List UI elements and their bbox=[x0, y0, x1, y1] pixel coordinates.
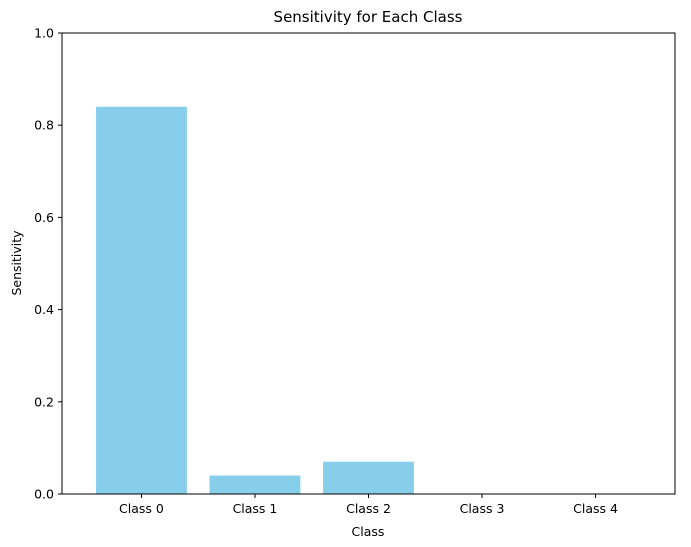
bars-group bbox=[96, 106, 414, 494]
bar-class-2 bbox=[323, 461, 414, 494]
bar-class-0 bbox=[96, 106, 187, 494]
x-tick-label: Class 3 bbox=[460, 501, 505, 516]
x-axis-label: Class bbox=[352, 524, 385, 539]
bar-class-1 bbox=[209, 475, 301, 494]
y-tick-label: 0.6 bbox=[34, 210, 54, 225]
x-axis: Class 0 Class 1 Class 2 Class 3 Class 4 bbox=[119, 494, 618, 516]
chart-title: Sensitivity for Each Class bbox=[274, 8, 463, 26]
y-tick-label: 0.0 bbox=[34, 487, 54, 502]
y-tick-label: 0.8 bbox=[34, 118, 54, 133]
y-axis: 0.0 0.2 0.4 0.6 0.8 1.0 bbox=[34, 26, 62, 502]
y-axis-label: Sensitivity bbox=[9, 230, 24, 296]
x-tick-label: Class 4 bbox=[573, 501, 618, 516]
x-tick-label: Class 0 bbox=[119, 501, 164, 516]
y-tick-label: 1.0 bbox=[34, 26, 54, 41]
x-tick-label: Class 1 bbox=[233, 501, 278, 516]
y-tick-label: 0.2 bbox=[34, 394, 54, 409]
x-tick-label: Class 2 bbox=[346, 501, 391, 516]
y-tick-label: 0.4 bbox=[34, 302, 54, 317]
